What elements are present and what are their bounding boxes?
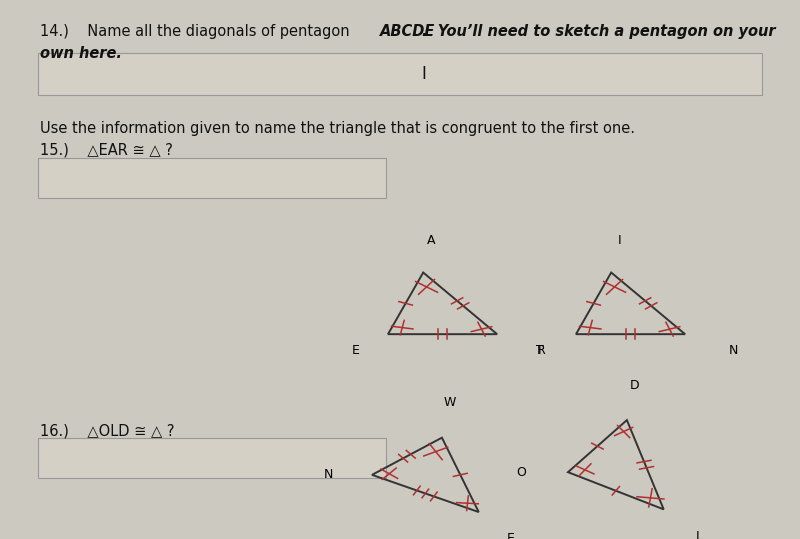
Text: O: O	[517, 466, 526, 479]
Text: W: W	[444, 396, 456, 409]
Text: own here.: own here.	[40, 46, 122, 61]
Text: N: N	[323, 468, 333, 481]
Text: I: I	[422, 65, 426, 83]
FancyBboxPatch shape	[38, 53, 762, 95]
Text: D: D	[630, 378, 640, 391]
Text: N: N	[729, 344, 738, 357]
Text: R: R	[537, 344, 546, 357]
Text: .  You’ll need to sketch a pentagon on your: . You’ll need to sketch a pentagon on yo…	[422, 24, 775, 39]
Text: I: I	[618, 234, 621, 247]
FancyBboxPatch shape	[38, 438, 386, 478]
Text: L: L	[696, 530, 703, 539]
Text: E: E	[352, 344, 360, 357]
Text: E: E	[506, 533, 514, 539]
FancyBboxPatch shape	[38, 158, 386, 198]
Text: A: A	[427, 234, 435, 247]
Text: ABCDE: ABCDE	[380, 24, 435, 39]
Text: 16.)    △OLD ≅ △ ?: 16.) △OLD ≅ △ ?	[40, 423, 174, 438]
Text: 14.)    Name all the diagonals of pentagon: 14.) Name all the diagonals of pentagon	[40, 24, 354, 39]
Text: 15.)    △EAR ≅ △ ?: 15.) △EAR ≅ △ ?	[40, 143, 173, 158]
Text: Use the information given to name the triangle that is congruent to the first on: Use the information given to name the tr…	[40, 121, 635, 136]
Text: T: T	[536, 344, 544, 357]
